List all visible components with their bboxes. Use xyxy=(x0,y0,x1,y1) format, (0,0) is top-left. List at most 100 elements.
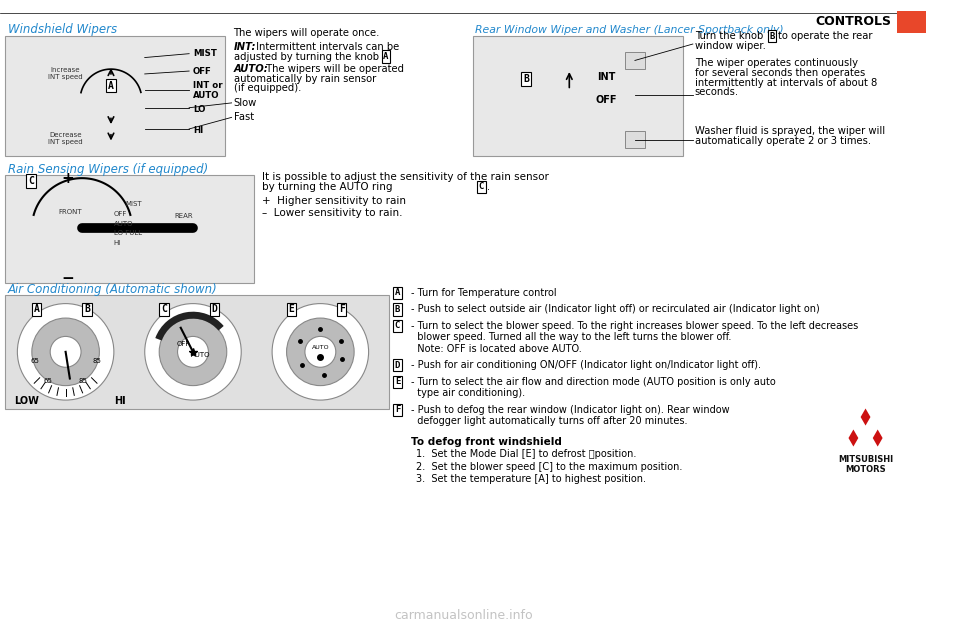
Text: type air conditioning).: type air conditioning). xyxy=(411,388,525,398)
Circle shape xyxy=(50,337,81,367)
Text: LO: LO xyxy=(193,105,205,114)
Text: blower speed. Turned all the way to the left turns the blower off.: blower speed. Turned all the way to the … xyxy=(411,332,732,342)
Polygon shape xyxy=(860,408,871,426)
Text: Washer fluid is sprayed, the wiper will: Washer fluid is sprayed, the wiper will xyxy=(695,126,885,136)
FancyBboxPatch shape xyxy=(5,295,389,409)
Text: +: + xyxy=(61,171,74,186)
Text: –  Lower sensitivity to rain.: – Lower sensitivity to rain. xyxy=(262,208,403,218)
Text: 3.  Set the temperature [A] to highest position.: 3. Set the temperature [A] to highest po… xyxy=(416,474,646,484)
Text: seconds.: seconds. xyxy=(695,87,739,97)
Text: 85: 85 xyxy=(92,358,101,365)
Text: +  Higher sensitivity to rain: + Higher sensitivity to rain xyxy=(262,196,406,206)
Text: A: A xyxy=(108,81,114,90)
Circle shape xyxy=(272,303,369,400)
Text: C: C xyxy=(28,176,34,186)
Text: A: A xyxy=(395,289,400,298)
Text: HI: HI xyxy=(114,240,121,246)
Text: - Turn for Temperature control: - Turn for Temperature control xyxy=(411,288,557,298)
Text: AUTO:: AUTO: xyxy=(233,64,268,74)
Text: Air Conditioning (Automatic shown): Air Conditioning (Automatic shown) xyxy=(8,283,218,296)
Text: C: C xyxy=(395,321,400,330)
FancyBboxPatch shape xyxy=(625,131,644,148)
Text: adjusted by turning the knob: adjusted by turning the knob xyxy=(233,52,378,61)
Text: HI: HI xyxy=(193,126,204,136)
Circle shape xyxy=(159,318,227,386)
Text: Rain Sensing Wipers (if equipped): Rain Sensing Wipers (if equipped) xyxy=(8,163,208,176)
Text: F: F xyxy=(339,305,345,314)
Text: to operate the rear: to operate the rear xyxy=(778,31,873,42)
Text: by turning the AUTO ring: by turning the AUTO ring xyxy=(262,182,393,192)
Text: 5: 5 xyxy=(906,14,917,29)
Text: Windshield Wipers: Windshield Wipers xyxy=(8,23,117,36)
FancyBboxPatch shape xyxy=(5,36,225,156)
Text: defogger light automatically turns off after 20 minutes.: defogger light automatically turns off a… xyxy=(411,416,687,426)
Text: D: D xyxy=(211,305,217,314)
Text: - Push for air conditioning ON/OFF (Indicator light on/Indicator light off).: - Push for air conditioning ON/OFF (Indi… xyxy=(411,360,761,371)
Text: AUTO: AUTO xyxy=(312,344,329,349)
Polygon shape xyxy=(849,429,858,447)
Text: B: B xyxy=(523,74,529,84)
Text: automatically by rain sensor: automatically by rain sensor xyxy=(233,74,375,84)
FancyBboxPatch shape xyxy=(5,175,253,284)
Circle shape xyxy=(287,318,354,386)
Text: LOW: LOW xyxy=(14,396,39,406)
Text: Slow: Slow xyxy=(233,98,256,108)
Text: Rear Window Wiper and Washer (Lancer Sportback only): Rear Window Wiper and Washer (Lancer Spo… xyxy=(475,24,783,35)
FancyBboxPatch shape xyxy=(473,36,684,156)
Text: B: B xyxy=(769,32,775,41)
Text: MIST: MIST xyxy=(126,201,142,207)
Text: OFF: OFF xyxy=(114,211,128,217)
Text: Decrease
INT speed: Decrease INT speed xyxy=(48,132,83,145)
Text: Increase
INT speed: Increase INT speed xyxy=(48,67,83,81)
Text: The wiper operates continuously: The wiper operates continuously xyxy=(695,58,857,68)
Text: OFF: OFF xyxy=(193,67,212,76)
Text: OFF: OFF xyxy=(177,341,190,347)
Text: 2.  Set the blower speed [C] to the maximum position.: 2. Set the blower speed [C] to the maxim… xyxy=(416,461,683,472)
Text: HI: HI xyxy=(114,396,126,406)
Circle shape xyxy=(17,303,114,400)
Text: A: A xyxy=(383,52,389,61)
Text: INT or
AUTO: INT or AUTO xyxy=(193,81,223,100)
Text: MIST: MIST xyxy=(193,49,217,58)
Text: C: C xyxy=(479,182,484,191)
Text: Turn the knob: Turn the knob xyxy=(695,31,763,42)
Text: MITSUBISHI: MITSUBISHI xyxy=(838,456,893,465)
FancyBboxPatch shape xyxy=(898,12,926,33)
Text: .: . xyxy=(488,182,491,192)
Circle shape xyxy=(145,303,241,400)
Text: 1.  Set the Mode Dial [E] to defrost ⎙position.: 1. Set the Mode Dial [E] to defrost ⎙pos… xyxy=(416,449,636,459)
Text: (if equipped).: (if equipped). xyxy=(233,83,300,93)
Text: INT:: INT: xyxy=(233,42,256,52)
Text: - Push to defog the rear window (Indicator light on). Rear window: - Push to defog the rear window (Indicat… xyxy=(411,404,730,415)
Text: carmanualsonline.info: carmanualsonline.info xyxy=(394,609,533,622)
Text: It is possible to adjust the sensitivity of the rain sensor: It is possible to adjust the sensitivity… xyxy=(262,172,549,182)
Text: FRONT: FRONT xyxy=(58,209,82,215)
Text: D: D xyxy=(395,361,400,370)
Text: F: F xyxy=(395,405,400,414)
Text: 85: 85 xyxy=(79,378,87,384)
Text: −: − xyxy=(61,271,74,286)
Text: - Turn to select the blower speed. To the right increases blower speed. To the l: - Turn to select the blower speed. To th… xyxy=(411,321,858,331)
Text: for several seconds then operates: for several seconds then operates xyxy=(695,68,865,78)
Text: 65: 65 xyxy=(31,358,39,365)
Text: OFF: OFF xyxy=(595,95,616,105)
Text: automatically operate 2 or 3 times.: automatically operate 2 or 3 times. xyxy=(695,136,871,145)
Text: 65: 65 xyxy=(44,378,53,384)
Text: INT: INT xyxy=(597,72,615,82)
Text: C: C xyxy=(161,305,167,314)
Text: Fast: Fast xyxy=(233,113,253,122)
Text: CONTROLS: CONTROLS xyxy=(816,15,892,28)
Text: Intermittent intervals can be: Intermittent intervals can be xyxy=(252,42,399,52)
Text: intermittently at intervals of about 8: intermittently at intervals of about 8 xyxy=(695,77,877,88)
Text: B: B xyxy=(395,305,400,314)
Circle shape xyxy=(32,318,100,386)
Text: E: E xyxy=(288,305,295,314)
Text: MOTORS: MOTORS xyxy=(845,465,886,474)
Text: The wipers will be operated: The wipers will be operated xyxy=(263,64,404,74)
Text: LO FULL: LO FULL xyxy=(114,230,142,236)
Text: window wiper.: window wiper. xyxy=(695,41,766,51)
Text: AUTO: AUTO xyxy=(191,352,210,358)
Text: E: E xyxy=(395,377,400,387)
Circle shape xyxy=(305,337,336,367)
Text: A: A xyxy=(34,305,39,314)
